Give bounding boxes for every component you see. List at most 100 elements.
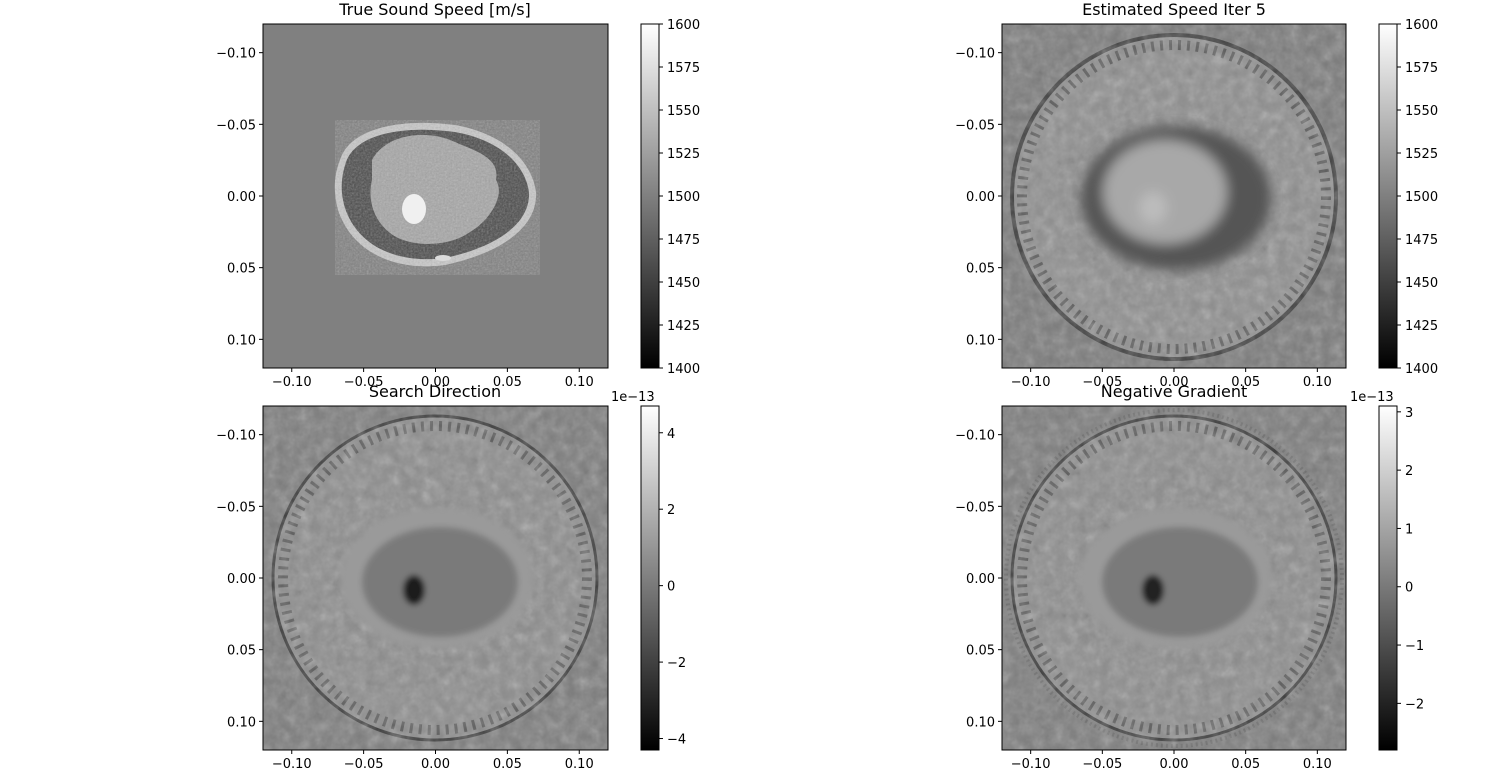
y-tick-label: 0.00	[966, 190, 995, 205]
x-axis: −0.10 −0.05 0.00 0.05 0.10	[272, 750, 594, 772]
colorbar-tick-label: 1450	[1405, 276, 1438, 291]
x-tick-label: 0.05	[493, 375, 522, 390]
colorbar-tick-label: 1400	[667, 362, 700, 377]
y-tick-label: 0.05	[966, 262, 995, 277]
x-tick-label: −0.05	[1082, 375, 1122, 390]
colorbar-tick-label: 2	[667, 503, 675, 518]
colorbar-tick-label: −2	[1405, 697, 1424, 712]
x-tick-label: −0.05	[344, 757, 384, 772]
colorbar-offset-text: 1e−13	[611, 390, 655, 405]
x-tick-label: −0.05	[1082, 757, 1122, 772]
x-tick-label: 0.10	[1303, 375, 1332, 390]
colorbar-tick-label: 2	[1405, 464, 1413, 479]
panel-search-direction: Search Direction −0.10 −0.05 0.00 0.05 0.10 …	[216, 382, 686, 772]
y-tick-label: −0.10	[955, 429, 995, 444]
panel-title: True Sound Speed [m/s]	[338, 0, 531, 19]
colorbar-tick-label: 0	[667, 580, 675, 595]
y-tick-label: −0.05	[955, 500, 995, 515]
colorbar-ticks: −2 −1 0 1 2 3	[1397, 406, 1424, 712]
x-tick-label: 0.00	[421, 375, 450, 390]
x-tick-label: 0.10	[565, 375, 594, 390]
y-tick-label: 0.10	[966, 333, 995, 348]
image-estimated-speed	[1002, 24, 1346, 368]
panel-estimated-speed: Estimated Speed Iter 5 −0.10 −0.05 0.00 0.0…	[955, 0, 1438, 390]
colorbar-tick-label: 1525	[1405, 147, 1438, 162]
colorbar-tick-label: 1575	[1405, 61, 1438, 76]
colorbar-tick-label: 1475	[667, 233, 700, 248]
y-tick-label: −0.10	[216, 47, 256, 62]
colorbar-tick-label: 0	[1405, 581, 1413, 596]
x-tick-label: −0.05	[344, 375, 384, 390]
x-tick-label: 0.00	[1160, 757, 1189, 772]
colorbar	[1378, 23, 1398, 369]
colorbar-ticks: −4 −2 0 2 4	[659, 427, 686, 748]
colorbar-tick-label: −1	[1405, 639, 1424, 654]
colorbar-tick-label: 1425	[667, 319, 700, 334]
x-tick-label: −0.10	[1011, 375, 1051, 390]
y-tick-label: 0.00	[966, 572, 995, 587]
panel-negative-gradient: Negative Gradient −0.10 −0.05 0.00 0.05 0.10…	[955, 382, 1424, 772]
colorbar-ticks: 1400 1425 1450 1475 1500 1525 1550 1575 1600	[659, 18, 700, 377]
y-tick-label: −0.05	[955, 118, 995, 133]
colorbar-tick-label: 4	[667, 427, 675, 442]
colorbar	[640, 23, 660, 369]
colorbar-tick-label: 1	[1405, 522, 1413, 537]
colorbar-tick-label: 1425	[1405, 319, 1438, 334]
y-tick-label: 0.10	[227, 333, 256, 348]
y-tick-label: −0.05	[216, 118, 256, 133]
y-axis: −0.10 −0.05 0.00 0.05 0.10	[216, 429, 263, 730]
colorbar-tick-label: 1500	[667, 190, 700, 205]
colorbar-tick-label: 1550	[1405, 104, 1438, 119]
x-axis: −0.10 −0.05 0.00 0.05 0.10	[272, 368, 594, 390]
y-tick-label: 0.10	[227, 715, 256, 730]
colorbar-ticks: 1400 1425 1450 1475 1500 1525 1550 1575 1600	[1397, 18, 1438, 377]
y-tick-label: 0.05	[227, 644, 256, 659]
panel-title: Estimated Speed Iter 5	[1082, 0, 1266, 19]
x-axis: −0.10 −0.05 0.00 0.05 0.10	[1011, 368, 1332, 390]
x-tick-label: −0.10	[272, 375, 312, 390]
x-tick-label: 0.00	[1160, 375, 1189, 390]
x-axis: −0.10 −0.05 0.00 0.05 0.10	[1011, 750, 1332, 772]
x-tick-label: 0.05	[493, 757, 522, 772]
x-tick-label: −0.10	[1011, 757, 1051, 772]
x-tick-label: 0.10	[565, 757, 594, 772]
y-axis: −0.10 −0.05 0.00 0.05 0.10	[955, 429, 1002, 730]
colorbar-tick-label: 1500	[1405, 190, 1438, 205]
y-tick-label: 0.00	[227, 190, 256, 205]
panel-title: Search Direction	[369, 382, 501, 401]
colorbar-offset-text: 1e−13	[1350, 390, 1394, 405]
colorbar-tick-label: 1550	[667, 104, 700, 119]
panel-title: Negative Gradient	[1101, 382, 1248, 401]
x-tick-label: 0.10	[1303, 757, 1332, 772]
y-axis: −0.10 −0.05 0.00 0.05 0.10	[955, 47, 1002, 348]
image-true-sound-speed	[263, 24, 608, 368]
panel-true-sound-speed: True Sound Speed [m/s] −0.10 −0.05 0.00 0.0…	[216, 0, 700, 390]
colorbar-tick-label: 1525	[667, 147, 700, 162]
colorbar-tick-label: −4	[667, 733, 686, 748]
y-tick-label: 0.00	[227, 572, 256, 587]
colorbar-tick-label: 1450	[667, 276, 700, 291]
y-axis: −0.10 −0.05 0.00 0.05 0.10	[216, 47, 263, 348]
colorbar-tick-label: 1575	[667, 61, 700, 76]
y-tick-label: 0.10	[966, 715, 995, 730]
y-tick-label: −0.10	[955, 47, 995, 62]
colorbar	[640, 405, 660, 751]
colorbar-tick-label: 1600	[667, 18, 700, 33]
colorbar	[1378, 405, 1398, 751]
x-tick-label: 0.05	[1231, 375, 1260, 390]
colorbar-tick-label: 1600	[1405, 18, 1438, 33]
x-tick-label: −0.10	[272, 757, 312, 772]
y-tick-label: 0.05	[227, 262, 256, 277]
colorbar-tick-label: 3	[1405, 406, 1413, 421]
image-search-direction	[263, 406, 608, 750]
y-tick-label: −0.05	[216, 500, 256, 515]
colorbar-tick-label: 1400	[1405, 362, 1438, 377]
x-tick-label: 0.00	[421, 757, 450, 772]
y-tick-label: 0.05	[966, 644, 995, 659]
colorbar-tick-label: −2	[667, 656, 686, 671]
image-negative-gradient	[1002, 406, 1346, 750]
colorbar-tick-label: 1475	[1405, 233, 1438, 248]
x-tick-label: 0.05	[1231, 757, 1260, 772]
y-tick-label: −0.10	[216, 429, 256, 444]
